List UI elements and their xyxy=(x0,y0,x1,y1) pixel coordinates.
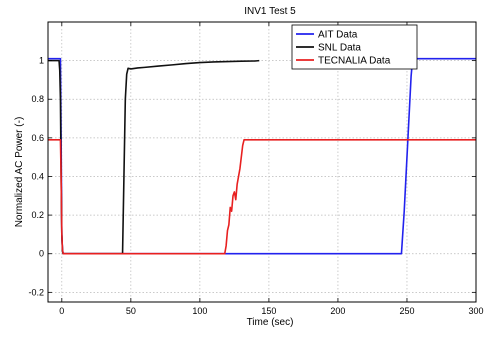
y-tick-label: 0.4 xyxy=(31,171,44,181)
series-line-1 xyxy=(48,57,476,255)
legend: AIT Data SNL Data TECNALIA Data xyxy=(291,24,418,70)
x-tick-label: 100 xyxy=(192,306,207,316)
x-tick-label: 200 xyxy=(330,306,345,316)
y-axis-label: Normalized AC Power (-) xyxy=(14,117,25,228)
y-tick-label: 0 xyxy=(39,249,44,259)
x-tick-label: 250 xyxy=(399,306,414,316)
x-tick-label: 0 xyxy=(59,306,64,316)
y-tick-label: 1 xyxy=(39,56,44,66)
y-tick-label: 0.6 xyxy=(31,133,44,143)
y-tick-label: 0.8 xyxy=(31,94,44,104)
x-tick-label: 150 xyxy=(261,306,276,316)
legend-label-2: SNL Data xyxy=(318,43,361,54)
series-layer xyxy=(48,57,476,255)
y-tick-label: -0.2 xyxy=(28,287,44,297)
x-tick-label: 50 xyxy=(126,306,136,316)
chart-title: INV1 Test 5 xyxy=(244,6,296,17)
legend-label-3: TECNALIA Data xyxy=(318,56,391,67)
series-line-2 xyxy=(48,59,260,255)
x-tick-label: 300 xyxy=(468,306,483,316)
tick-layer: 0 50 100 150 200 250 300 -0.2 0 0.2 0.4 0.6 0.8 1 xyxy=(28,22,484,316)
plot-frame xyxy=(47,21,477,303)
x-axis-label: Time (sec) xyxy=(247,317,294,328)
series-line-3 xyxy=(48,138,476,255)
y-tick-label: 0.2 xyxy=(31,210,44,220)
legend-label-1: AIT Data xyxy=(318,30,358,41)
